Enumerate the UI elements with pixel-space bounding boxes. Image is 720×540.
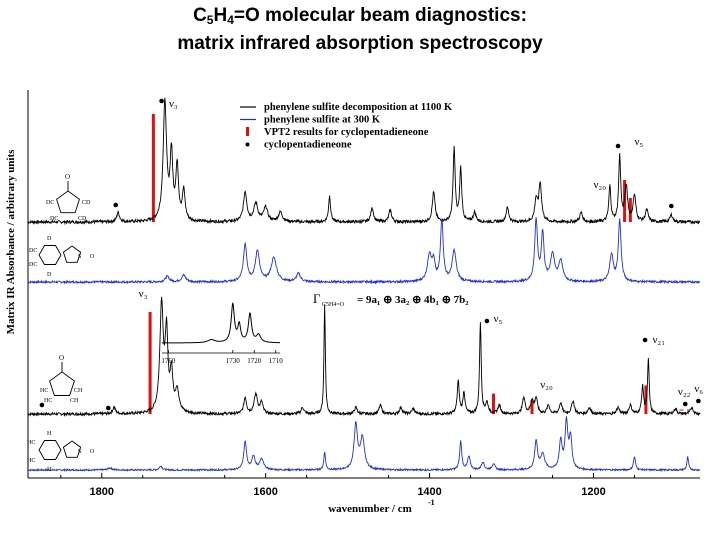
structure-atom-label: HC [27, 440, 35, 446]
marker-dot [159, 98, 164, 104]
x-tick-label: 1600 [253, 486, 277, 498]
vpt2-bar [628, 198, 632, 222]
structure-atom-label: D [47, 272, 52, 278]
structure-atom-label: O [65, 173, 70, 181]
mode-label: ν₂₀ [540, 379, 553, 391]
deuterated-ketone-ring [56, 190, 80, 214]
structure-atom-label: CH [70, 398, 79, 404]
mode-label: ν₅ [493, 313, 502, 325]
inset-tick-label: 1730 [226, 357, 241, 365]
vpt2-bar [148, 312, 152, 414]
decomposition-spectrum [27, 296, 701, 417]
marker-dot [113, 202, 118, 208]
mode-label: ν₅ [634, 136, 643, 148]
structure-atom-label: H [47, 431, 52, 437]
structure-atom-label: CD [82, 200, 91, 206]
inset-tick-label: 1720 [247, 357, 262, 365]
marker-dot [484, 318, 490, 324]
decomposition-spectrum [27, 97, 701, 226]
marker-dot [39, 402, 45, 408]
legend-swatch [246, 127, 249, 136]
structure-atom-label: S [78, 449, 81, 455]
structure-atom-label: CH [74, 388, 83, 394]
inset-spectrum [162, 302, 281, 344]
deuterated-sulfite-ring [62, 245, 82, 263]
plot-area: 1800 1600 1400 1200 wavenumber / cm -1 Matrix … [5, 90, 703, 515]
mode-label: ν₂₀ [593, 179, 606, 191]
x-axis-label: wavenumber / cm [328, 503, 412, 515]
ketone-ring [49, 371, 75, 396]
marker-dot [696, 398, 701, 404]
structure-atom-label: DC [29, 262, 37, 268]
structure-atom-label: O [90, 254, 95, 260]
structure-atom-label: S [78, 254, 81, 260]
vpt2-bar [151, 114, 155, 222]
legend-label: phenylene sulfite decomposition at 1100 … [264, 102, 453, 113]
structure-atom-label: DC [46, 200, 54, 206]
inset-tick-label: 1760 [161, 357, 176, 365]
deuterated-sulfite-benzene [38, 245, 62, 265]
page-title: C5H4=O molecular beam diagnostics: matri… [177, 5, 543, 54]
structure-atom-label: O [59, 354, 64, 362]
structure-atom-label: HC [44, 398, 52, 404]
x-tick-label: 1800 [90, 486, 114, 498]
mode-label: ν₂₂ [678, 386, 691, 398]
marker-dot [669, 203, 674, 209]
vpt2-bar [530, 399, 534, 414]
precursor-spectrum [27, 217, 701, 285]
structure-atom-label: D [47, 236, 52, 242]
marker-dot [682, 401, 688, 407]
y-axis-label: Matrix IR Absorbance / arbitrary units [5, 149, 17, 335]
inset-tick-label: 1710 [269, 357, 284, 365]
x-tick-label: 1200 [581, 486, 605, 498]
marker-dot [615, 143, 621, 149]
structure-atom-label: HC [27, 458, 35, 464]
x-axis-label-superscript: -1 [428, 498, 435, 507]
legend-swatch [245, 142, 250, 147]
structure-atom-label: HC [40, 388, 48, 394]
structure-atom-label: CD [78, 216, 87, 222]
x-tick-label: 1400 [417, 486, 441, 498]
legend-label: cyclopentadieneone [264, 140, 352, 151]
marker-dot [106, 405, 111, 411]
structure-atom-label: H [47, 467, 52, 473]
marker-dot [642, 337, 648, 343]
legend-label: VPT2 results for cyclopentadieneone [264, 127, 429, 138]
precursor-spectrum [27, 416, 701, 473]
symmetry-expression: = 9a₁ ⊕ 3a₂ ⊕ 4b₁ ⊕ 7b₂ [357, 294, 469, 306]
symmetry-gamma: Γ [313, 291, 321, 306]
sulfite-ring [62, 440, 82, 458]
sulfite-benzene [38, 440, 62, 460]
legend-label: phenylene sulfite at 300 K [264, 115, 381, 126]
mode-label: ν₃ [169, 98, 178, 110]
structure-atom-label: DC [50, 216, 58, 222]
structure-atom-label: DC [29, 248, 37, 254]
mode-label: ν₆ [694, 383, 703, 395]
vpt2-bar [491, 393, 495, 414]
symmetry-gamma-subscript: C5H4=O [322, 302, 345, 308]
mode-label: ν₃ [139, 288, 148, 300]
mode-label: ν₂₁ [652, 334, 665, 346]
structure-atom-label: O [90, 449, 95, 455]
